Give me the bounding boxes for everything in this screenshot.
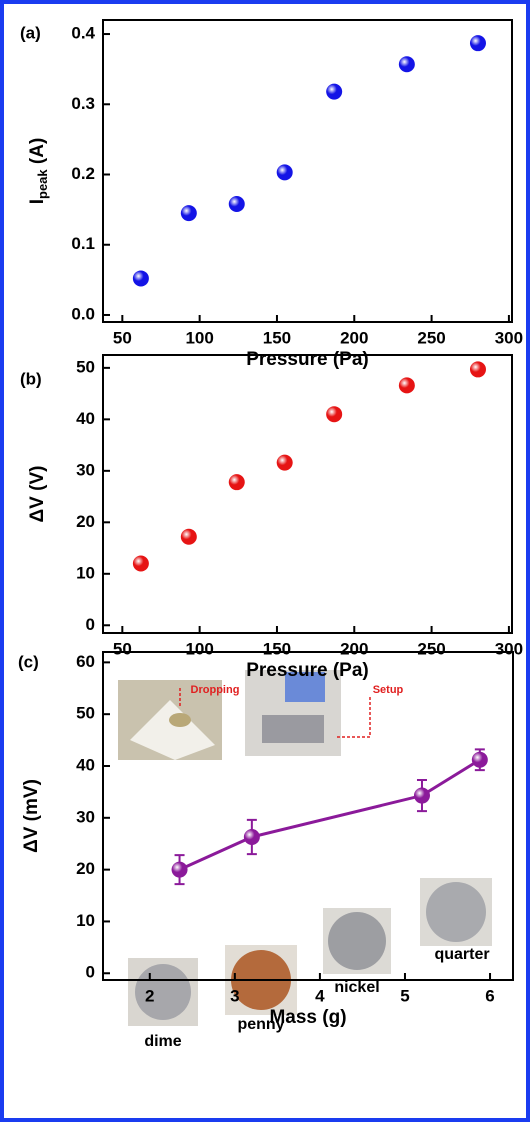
coin-dime	[135, 964, 191, 1020]
annotation: Dropping	[191, 684, 240, 696]
photo-glove	[285, 672, 325, 702]
y-tick-label: 20	[76, 512, 95, 531]
x-tick-label: 300	[495, 328, 523, 347]
x-tick-label: 150	[263, 328, 291, 347]
marker	[228, 196, 245, 213]
line	[178, 758, 481, 871]
marker	[243, 828, 260, 845]
y-tick-label: 0	[86, 615, 95, 634]
annotation: Setup	[373, 684, 404, 696]
y-tick-label: 20	[76, 859, 95, 878]
x-tick-label: 100	[185, 328, 213, 347]
x-tick-label: 6	[485, 986, 494, 1005]
y-tick-label: 60	[76, 652, 95, 671]
x-tick-label: 200	[340, 328, 368, 347]
annotation: dime	[144, 1033, 181, 1050]
photo-coin	[169, 713, 191, 727]
annotation: penny	[237, 1016, 284, 1033]
panel-label: (a)	[20, 23, 41, 42]
x-tick-label: 4	[315, 986, 325, 1005]
y-axis-label: ΔV (V)	[27, 466, 48, 523]
marker	[132, 270, 149, 287]
panel-label: (c)	[18, 652, 39, 671]
x-tick-label: 100	[185, 639, 213, 658]
marker	[469, 35, 486, 52]
y-tick-label: 40	[76, 755, 95, 774]
y-tick-label: 10	[76, 563, 95, 582]
annotation: nickel	[334, 979, 379, 996]
y-axis-label-part: (A)	[27, 138, 48, 170]
marker	[171, 861, 188, 878]
marker	[180, 205, 197, 222]
x-tick-label: 150	[263, 639, 291, 658]
marker	[326, 83, 343, 100]
y-axis-label-part: I	[27, 199, 48, 204]
y-axis-label: ΔV (mV)	[21, 779, 42, 853]
y-axis-label-part: ΔV (V)	[27, 466, 48, 523]
plot-frame	[102, 354, 513, 634]
plot-frame	[102, 19, 513, 323]
marker	[132, 555, 149, 572]
x-tick-label: 250	[417, 328, 445, 347]
marker	[398, 377, 415, 394]
x-axis-label: Mass (g)	[269, 1007, 346, 1028]
y-tick-label: 30	[76, 460, 95, 479]
x-axis-label: Pressure (Pa)	[246, 349, 369, 370]
x-axis-label: Pressure (Pa)	[246, 660, 369, 681]
y-axis-label-part: peak	[35, 169, 50, 199]
arrow	[335, 697, 371, 738]
marker	[469, 361, 486, 378]
y-tick-label: 0.4	[71, 24, 95, 43]
marker	[398, 56, 415, 73]
y-tick-label: 0.0	[71, 304, 95, 323]
x-tick-label: 3	[230, 986, 239, 1005]
x-tick-label: 50	[113, 639, 132, 658]
plot-frame	[102, 651, 514, 981]
x-tick-label: 200	[340, 639, 368, 658]
y-tick-label: 50	[76, 704, 95, 723]
x-tick-label: 250	[417, 639, 445, 658]
x-tick-label: 2	[145, 986, 154, 1005]
photos	[118, 670, 492, 1026]
panel-label: (b)	[20, 369, 42, 388]
marker	[276, 454, 293, 471]
x-tick-label: 5	[400, 986, 409, 1005]
marker	[276, 164, 293, 181]
y-axis-label-part: ΔV (mV)	[21, 779, 42, 853]
x-tick-label: 50	[113, 328, 132, 347]
coin-quarter	[426, 882, 486, 942]
y-tick-label: 0	[86, 963, 95, 982]
photo-device	[262, 715, 324, 743]
y-tick-label: 10	[76, 911, 95, 930]
y-tick-label: 40	[76, 409, 95, 428]
photo-sheet	[130, 700, 215, 760]
y-tick-label: 0.1	[71, 234, 95, 253]
annotation: quarter	[434, 946, 489, 963]
y-axis-label: Ipeak (A)	[27, 138, 50, 205]
y-tick-label: 30	[76, 807, 95, 826]
marker	[471, 751, 488, 768]
x-tick-label: 300	[495, 639, 523, 658]
y-tick-label: 0.2	[71, 164, 95, 183]
coin-nickel	[328, 912, 386, 970]
y-tick-label: 0.3	[71, 94, 95, 113]
marker	[326, 406, 343, 423]
marker	[180, 528, 197, 545]
y-tick-label: 50	[76, 357, 95, 376]
marker	[228, 474, 245, 491]
marker	[413, 787, 430, 804]
